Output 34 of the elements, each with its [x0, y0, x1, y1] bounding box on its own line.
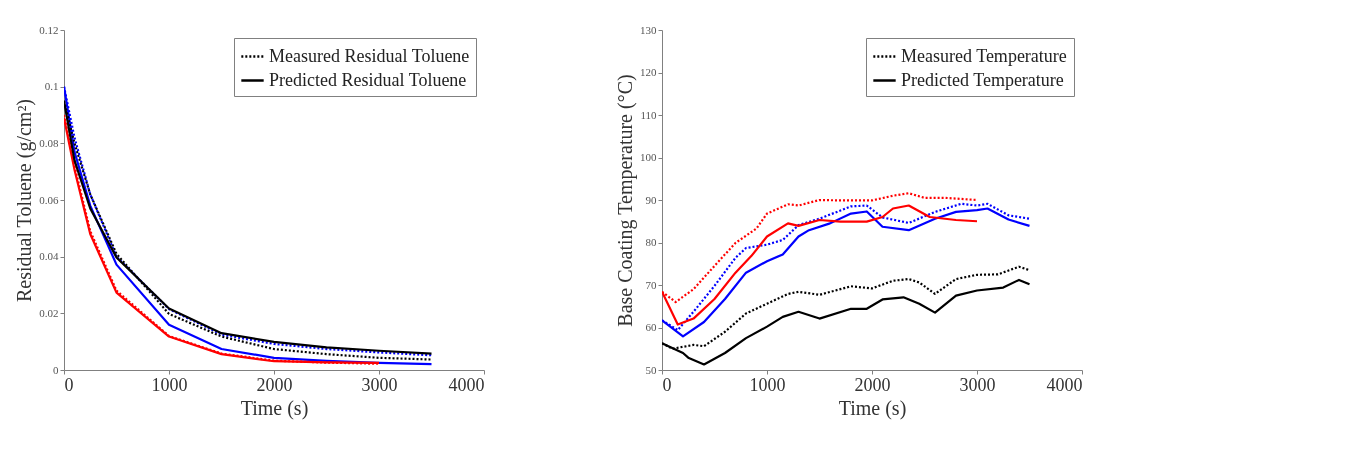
legend-label: Measured Temperature — [901, 45, 1067, 66]
y-tick-label: 0.08 — [39, 136, 59, 149]
x-tick-label: 2000 — [854, 374, 891, 395]
y-tick-label: 0.02 — [39, 306, 59, 319]
y-tick-label: 0.1 — [44, 80, 59, 93]
legend-label: Predicted Temperature — [901, 69, 1064, 90]
x-tick-label: 3000 — [959, 374, 996, 395]
legend-label: Predicted Residual Toluene — [269, 69, 467, 90]
y-tick-label: 90 — [645, 193, 657, 206]
y-tick-label: 80 — [645, 236, 657, 248]
y-tick-label: 0 — [53, 363, 59, 376]
x-tick-label: 1000 — [151, 374, 188, 395]
y-tick-label: 70 — [645, 278, 657, 291]
y-axis-title: Base Coating Temperature (°C) — [614, 74, 637, 327]
legend-label: Measured Residual Toluene — [269, 45, 470, 66]
y-tick-label: 0.04 — [39, 250, 59, 263]
y-tick-label: 50 — [645, 363, 657, 376]
x-tick-label: 4000 — [448, 374, 485, 395]
x-tick-label: 3000 — [361, 374, 398, 395]
x-axis-title: Time (s) — [838, 396, 907, 420]
y-tick-label: 0.06 — [39, 193, 59, 206]
x-tick-label: 4000 — [1046, 374, 1083, 395]
y-tick-label: 130 — [640, 23, 657, 36]
y-tick-label: 100 — [640, 151, 657, 163]
x-tick-label: 0 — [662, 374, 672, 395]
y-axis-title: Residual Toluene (g/cm²) — [13, 98, 37, 303]
y-tick-label: 0.12 — [39, 23, 59, 36]
x-axis-title: Time (s) — [240, 396, 309, 420]
x-tick-label: 0 — [64, 374, 74, 395]
y-tick-label: 60 — [645, 321, 657, 333]
x-tick-label: 1000 — [749, 374, 786, 395]
x-tick-label: 2000 — [256, 374, 293, 395]
y-tick-label: 110 — [640, 108, 657, 121]
y-tick-label: 120 — [640, 66, 657, 78]
